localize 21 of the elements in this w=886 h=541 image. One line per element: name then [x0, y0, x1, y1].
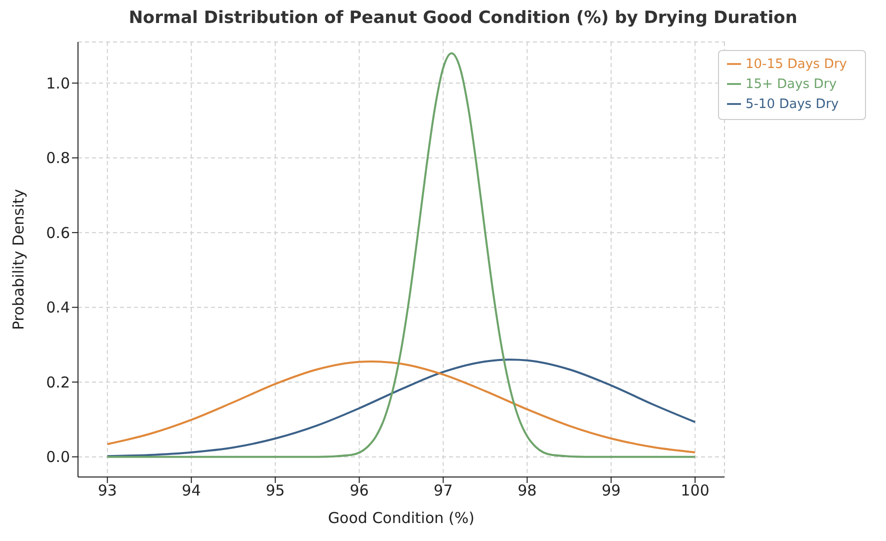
y-tick-label: 0.2: [46, 373, 70, 392]
line-series: [106, 52, 696, 458]
y-tick-label: 1.0: [46, 74, 70, 92]
x-tick-label: 97: [434, 482, 453, 500]
y-tick-label: 0.0: [46, 448, 70, 466]
y-axis-title: Probability Density: [9, 188, 28, 330]
chart-title: Normal Distribution of Peanut Good Condition (%) by Drying Duration: [128, 8, 798, 30]
legend-label: 10-15 Days Dry: [745, 57, 847, 72]
x-tick-label: 100: [680, 482, 710, 500]
x-tick-label: 98: [518, 482, 537, 500]
legend-label: 15+ Days Dry: [745, 77, 837, 92]
y-tick-label: 0.4: [46, 298, 70, 317]
x-tick-label: 96: [350, 482, 369, 500]
y-tick-label: 0.6: [46, 224, 70, 242]
x-tick-label: 95: [266, 482, 285, 500]
x-tick-label: 93: [98, 482, 117, 500]
x-tick-label: 99: [602, 482, 621, 500]
x-tick-label: 94: [182, 482, 201, 500]
legend-label: 5-10 Days Dry: [745, 97, 839, 112]
x-axis-title: Good Condition (%): [328, 509, 475, 527]
y-tick-label: 0.8: [46, 149, 70, 168]
